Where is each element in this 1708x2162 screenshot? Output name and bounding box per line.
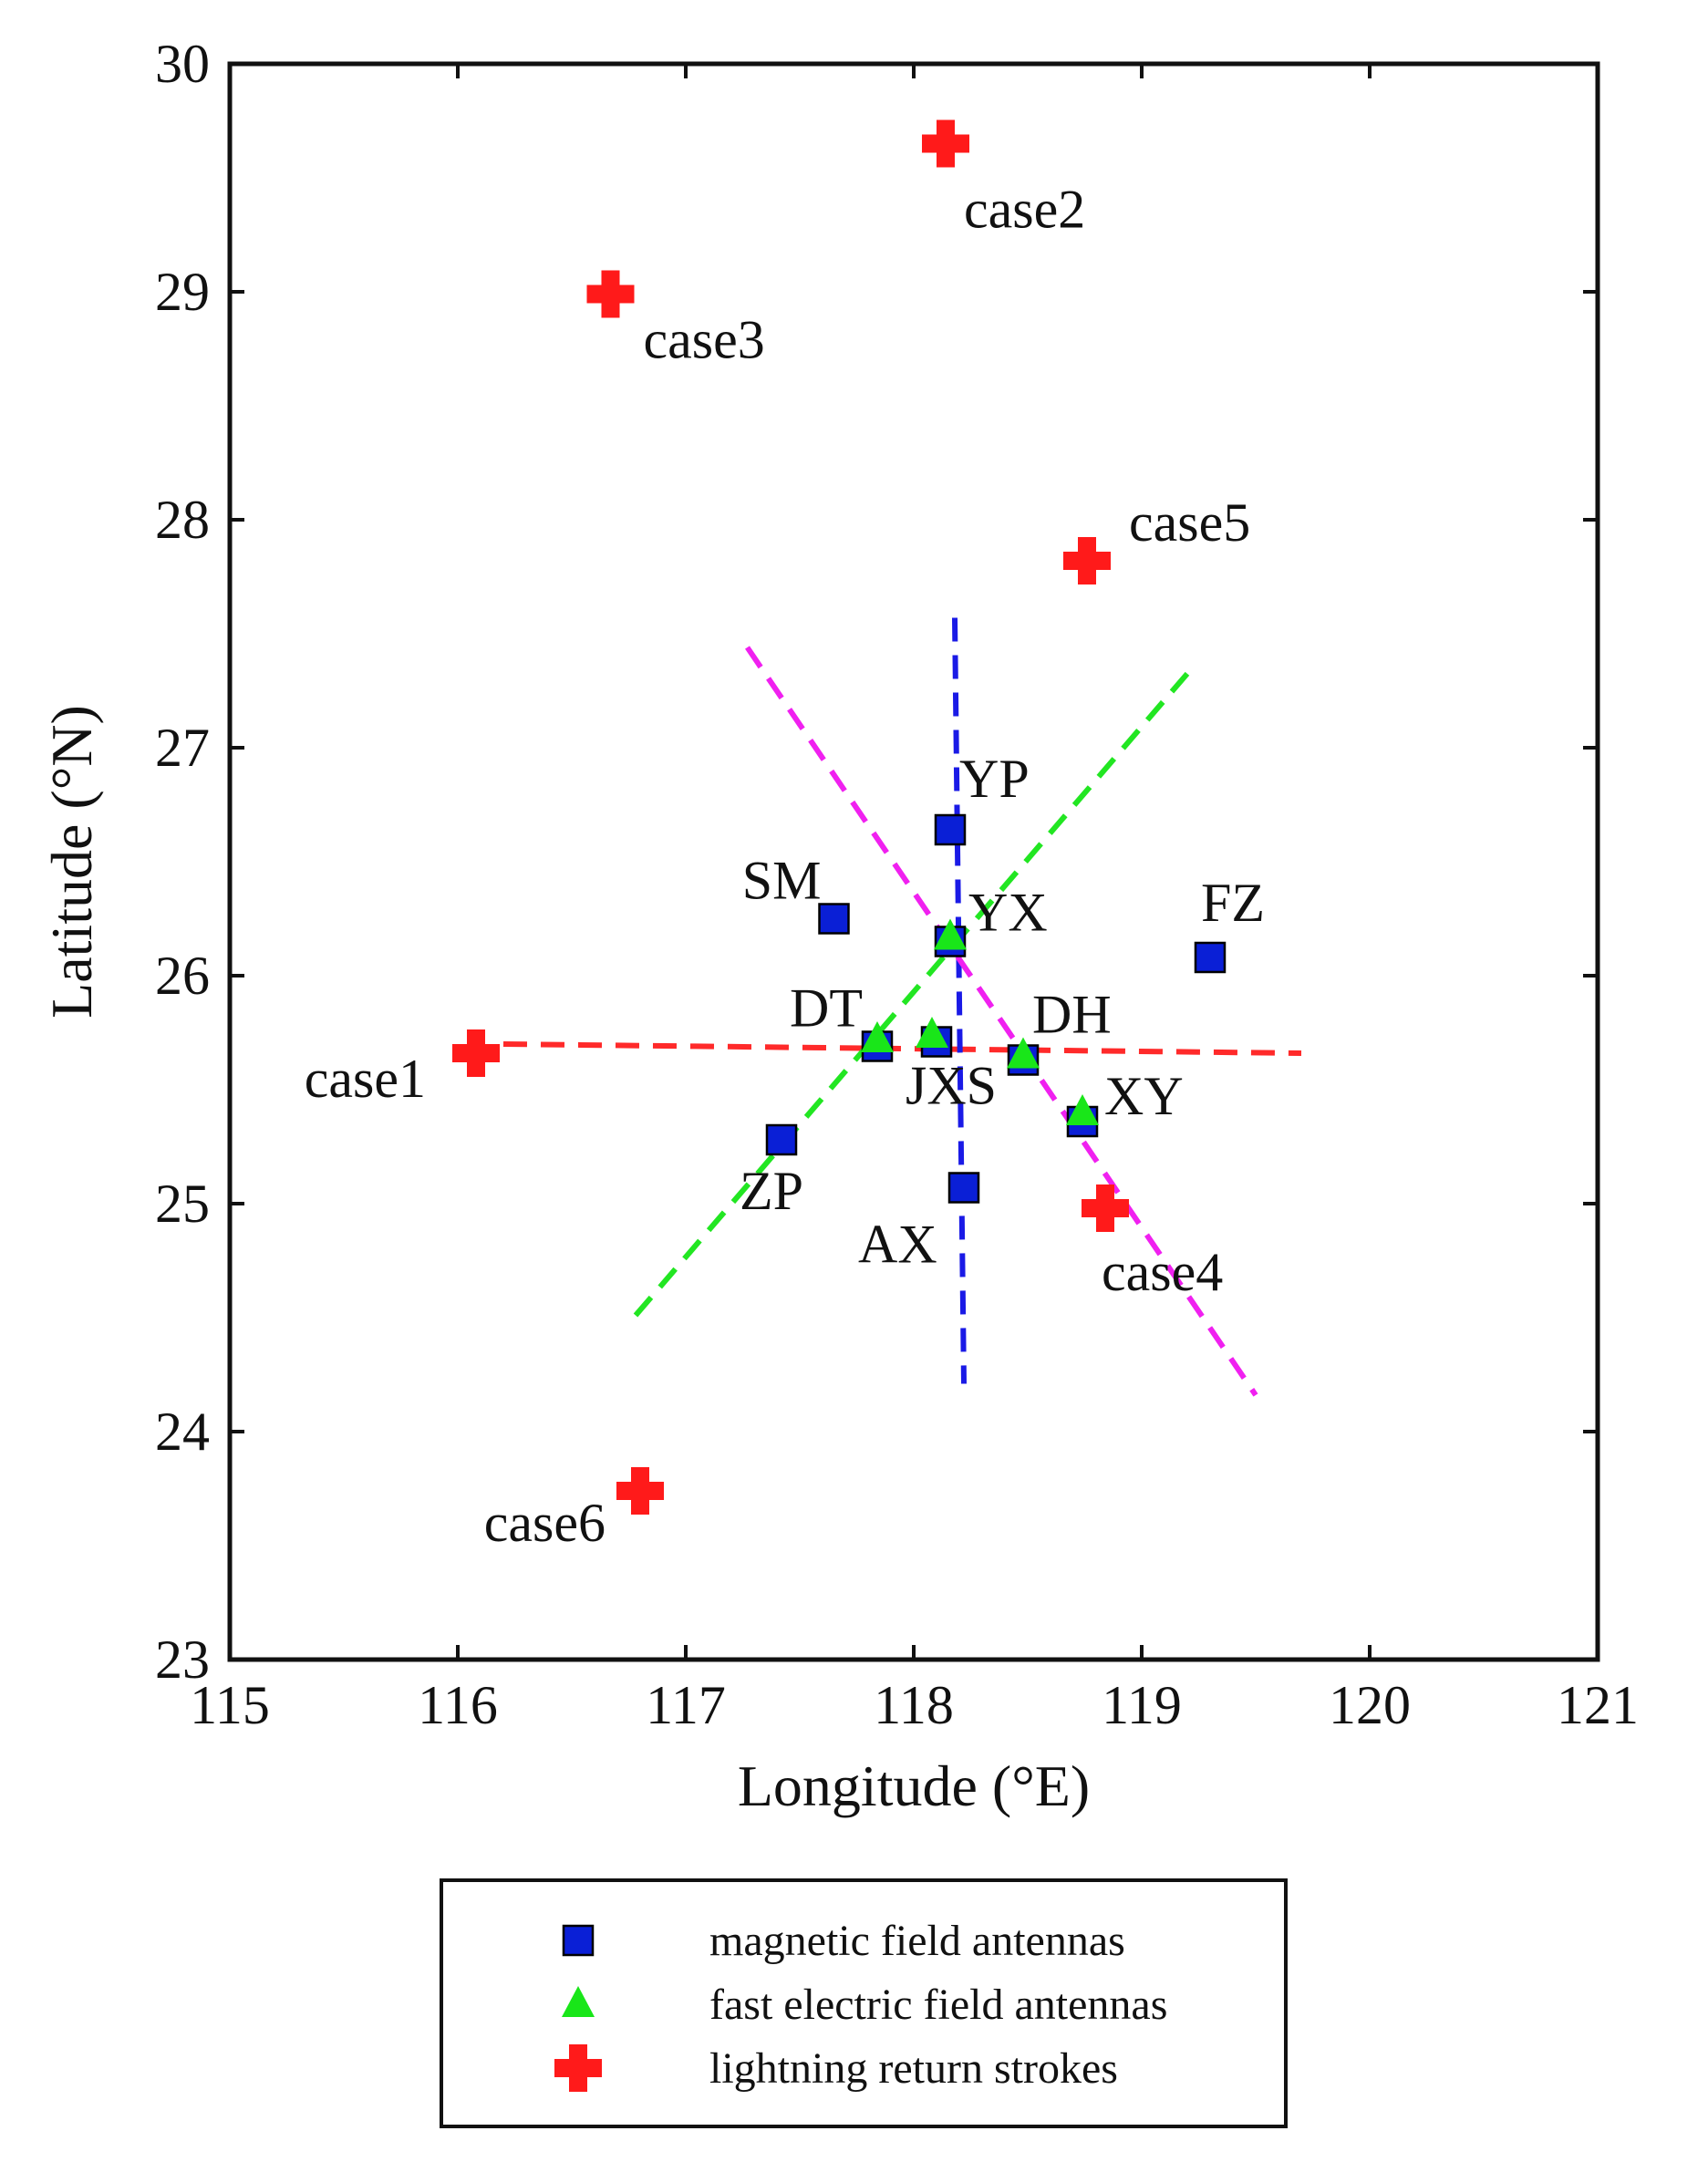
y-tick-label: 24: [155, 1402, 210, 1462]
legend-symbol-triangle: [562, 1986, 595, 2017]
baseline-1: [952, 617, 967, 1384]
x-tick-label: 116: [418, 1675, 498, 1735]
station-label-yp: YP: [959, 749, 1030, 809]
case-label-case1: case1: [305, 1049, 426, 1109]
baseline-lines: [502, 617, 1302, 1397]
lightning-stroke-marker-case6: [616, 1467, 664, 1515]
y-tick-label: 27: [155, 718, 210, 778]
x-tick-label: 115: [190, 1675, 270, 1735]
station-label-sm: SM: [742, 851, 822, 911]
y-tick-label: 29: [155, 262, 210, 322]
magnetic-antenna-marker-ax: [947, 1172, 980, 1204]
legend-label-triangle: fast electric field antennas: [709, 1981, 1167, 2029]
legend-symbol-square: [562, 1924, 595, 1957]
station-label-fz: FZ: [1201, 873, 1265, 933]
electric-antenna-marker-dt: [861, 1021, 894, 1052]
station-label-xy: XY: [1104, 1066, 1184, 1126]
lightning-stroke-marker-case2: [922, 119, 969, 168]
x-tick-label: 117: [646, 1675, 726, 1735]
station-label-dt: DT: [790, 978, 863, 1039]
station-label-dh: DH: [1032, 985, 1112, 1045]
y-tick-label: 25: [155, 1174, 210, 1234]
legend-items: magnetic field antennas fast electric fie…: [554, 1917, 1167, 2093]
magnetic-antenna-marker-yp: [934, 813, 967, 846]
legend-symbol-cross: [554, 2044, 602, 2092]
legend-label-cross: lightning return strokes: [709, 2044, 1118, 2093]
case-label-case2: case2: [964, 180, 1085, 240]
lightning-stroke-marker-case1: [452, 1029, 500, 1077]
lightning-stroke-marker-case5: [1063, 537, 1111, 584]
axis-ticks: 115 116 117 118 119 120 121 23 24 25 26 27 28 29 30: [155, 34, 1639, 1735]
x-tick-label: 118: [874, 1675, 954, 1735]
electric-antenna-marker-jxs: [916, 1017, 948, 1048]
x-axis-label: Longitude (°E): [738, 1753, 1090, 1818]
electric-antenna-marker-xy: [1066, 1094, 1099, 1125]
magnetic-antenna-marker-zp: [765, 1123, 798, 1156]
legend: magnetic field antennas fast electric fie…: [440, 1878, 1288, 2128]
point-labels: YP SM YX FZ DT JXS DH XY ZP AX case1 case2 case3 case…: [305, 180, 1265, 1554]
y-axis-label: Latitude (°N): [39, 705, 104, 1019]
x-tick-label: 119: [1102, 1675, 1182, 1735]
y-tick-label: 23: [155, 1629, 210, 1690]
station-label-yx: YX: [968, 883, 1048, 943]
magnetic-antenna-marker-fz: [1194, 941, 1227, 974]
x-tick-label: 120: [1329, 1675, 1411, 1735]
lightning-stroke-marker-case3: [586, 270, 635, 318]
y-tick-label: 28: [155, 490, 210, 550]
electric-antenna-marker-dh: [1007, 1037, 1040, 1069]
data-markers: [452, 119, 1227, 1515]
case-label-case4: case4: [1102, 1242, 1223, 1302]
station-label-jxs: JXS: [906, 1056, 997, 1116]
station-label-ax: AX: [858, 1215, 937, 1275]
baseline-0: [502, 1041, 1302, 1056]
electric-antenna-marker-yx: [934, 918, 967, 950]
case-label-case3: case3: [644, 310, 765, 370]
magnetic-antenna-marker-sm: [818, 903, 850, 935]
x-tick-label: 121: [1557, 1675, 1639, 1735]
case-label-case5: case5: [1129, 492, 1250, 553]
station-label-zp: ZP: [740, 1161, 803, 1221]
y-tick-label: 26: [155, 946, 210, 1006]
baseline-3: [745, 646, 1258, 1397]
legend-label-square: magnetic field antennas: [709, 1917, 1125, 1965]
lightning-stroke-marker-case4: [1082, 1184, 1129, 1232]
y-tick-label: 30: [155, 34, 210, 94]
case-label-case6: case6: [484, 1493, 606, 1553]
baseline-2: [633, 664, 1196, 1318]
